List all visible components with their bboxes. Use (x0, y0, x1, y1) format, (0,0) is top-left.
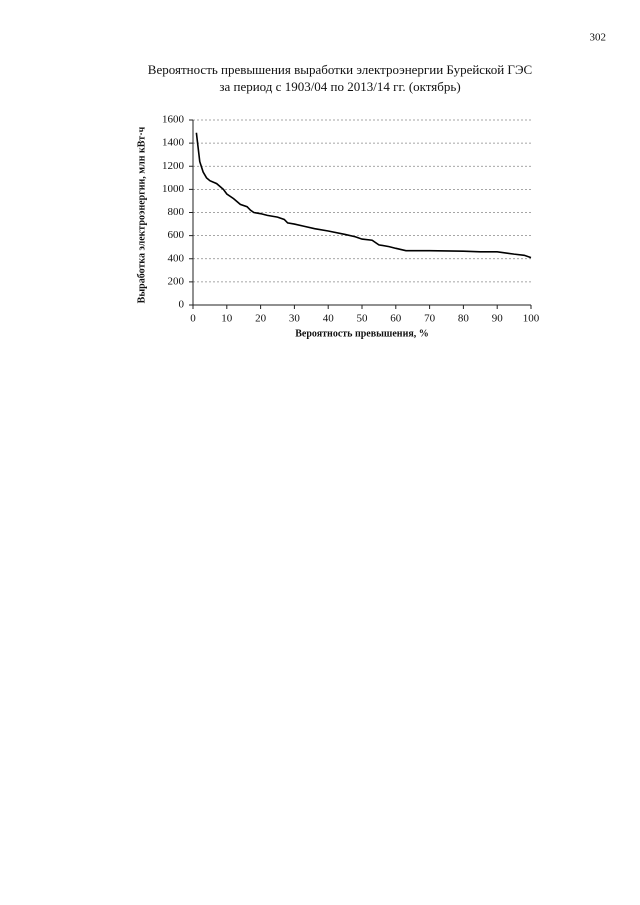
data-line (195, 132, 532, 259)
x-tick-label: 90 (492, 313, 504, 325)
page-number: 302 (590, 32, 607, 44)
x-tick-label: 20 (255, 313, 267, 325)
y-tick-label: 1600 (162, 114, 185, 126)
y-tick-label: 1200 (162, 160, 185, 172)
x-axis-label: Вероятность превышения, % (295, 328, 429, 339)
y-tick-label: 800 (168, 206, 185, 218)
y-tick-label: 1400 (162, 137, 185, 149)
x-tick-label: 40 (323, 313, 335, 325)
y-tick-label: 200 (168, 275, 185, 287)
x-tick-label: 50 (357, 313, 369, 325)
x-tick-label: 0 (190, 313, 196, 325)
x-tick-label: 30 (289, 313, 301, 325)
y-axis-label: Выработка электроэнергии, млн кВт·ч (136, 126, 147, 303)
y-tick-label: 400 (168, 252, 185, 264)
x-tick-label: 80 (458, 313, 470, 325)
x-tick-label: 70 (424, 313, 436, 325)
x-tick-label: 100 (523, 313, 540, 325)
chart-subtitle: за период с 1903/04 по 2013/14 гг. (октя… (219, 79, 460, 94)
y-tick-label: 600 (168, 229, 185, 241)
chart-title: Вероятность превышения выработки электро… (148, 62, 532, 77)
x-tick-label: 60 (390, 313, 402, 325)
y-tick-label: 0 (179, 299, 185, 311)
y-tick-label: 1000 (162, 183, 185, 195)
x-tick-label: 10 (221, 313, 233, 325)
